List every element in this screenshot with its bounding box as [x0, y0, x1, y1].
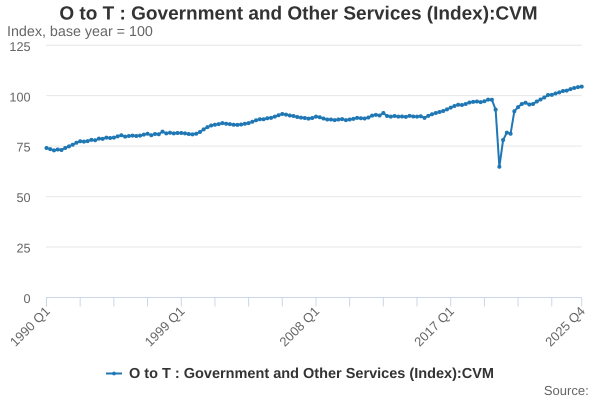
svg-text:50: 50 — [16, 191, 30, 205]
svg-text:100: 100 — [9, 90, 30, 104]
svg-text:Index, base year = 100: Index, base year = 100 — [7, 24, 153, 40]
svg-text:125: 125 — [9, 40, 30, 54]
svg-text:O to T : Government and Other: O to T : Government and Other Services (… — [59, 4, 537, 25]
svg-text:75: 75 — [16, 141, 30, 155]
svg-text:25: 25 — [16, 242, 30, 256]
svg-text:O to T : Government and Other: O to T : Government and Other Services (… — [129, 366, 494, 382]
svg-text:0: 0 — [24, 292, 31, 306]
svg-text:Source:: Source: — [544, 383, 589, 398]
